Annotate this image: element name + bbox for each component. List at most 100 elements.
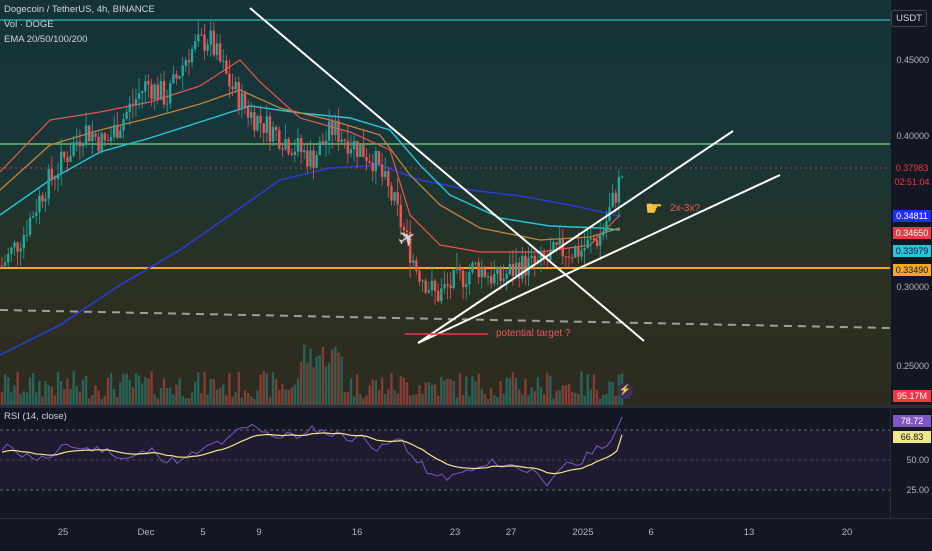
volume-bar: [380, 377, 384, 405]
currency-button[interactable]: USDT: [891, 10, 927, 27]
volume-bar: [141, 383, 144, 405]
candle-body: [147, 81, 150, 85]
volume-bar: [59, 381, 63, 405]
candle-body: [203, 34, 206, 51]
volume-bar: [561, 385, 565, 405]
candle-body: [243, 93, 247, 108]
volume-bar: [271, 372, 275, 405]
candle-body: [396, 192, 399, 205]
volume-bar: [144, 377, 147, 405]
ema-50-tag: 0.33490: [893, 264, 931, 276]
price-chart-pane[interactable]: Dogecoin / TetherUS, 4h, BINANCE Vol · D…: [0, 0, 890, 405]
volume-bar: [184, 398, 188, 405]
candle-body: [0, 265, 4, 267]
volume-bar: [256, 390, 259, 405]
candle-body: [234, 81, 237, 90]
volume-bar: [35, 392, 38, 405]
candle-body: [349, 149, 353, 154]
candle-body: [399, 204, 402, 228]
candle-body: [421, 280, 424, 282]
volume-bar: [549, 375, 552, 405]
candle-body: [620, 176, 624, 178]
rsi-scale[interactable]: 78.72 66.83 50.00 25.00: [890, 408, 932, 518]
volume-bar: [237, 371, 240, 405]
volume-bar: [499, 381, 502, 405]
price-scale[interactable]: USDT 0.45000 0.40000 0.30000 0.25000 0.3…: [890, 0, 932, 405]
volume-bar: [293, 384, 297, 405]
volume-bar: [586, 374, 589, 405]
volume-bar: [315, 356, 318, 405]
volume-bar: [240, 397, 244, 405]
candle-body: [415, 260, 418, 271]
rsi-canvas: [0, 416, 890, 491]
candle-body: [489, 276, 493, 284]
volume-bar: [343, 392, 346, 405]
candle-body: [583, 248, 586, 251]
volume-bar: [415, 394, 418, 405]
candle-body: [240, 93, 244, 110]
candle-body: [611, 192, 614, 208]
volume-bar: [555, 390, 558, 405]
candle-body: [564, 256, 568, 258]
candle-body: [41, 195, 44, 202]
volume-bar: [38, 380, 41, 405]
volume-bar: [281, 384, 284, 405]
candle-body: [16, 242, 19, 252]
price-tick: 0.45000: [896, 55, 929, 65]
candle-body: [458, 267, 462, 271]
candle-body: [237, 81, 240, 110]
volume-bar: [362, 398, 365, 405]
candle-body: [50, 169, 54, 179]
candle-body: [436, 290, 440, 302]
candle-body: [162, 81, 166, 105]
candle-body: [592, 237, 596, 241]
candle-body: [374, 151, 378, 172]
volume-bar: [66, 378, 69, 405]
candle-body: [172, 74, 175, 83]
volume-bar: [212, 379, 216, 405]
candle-body: [137, 93, 141, 99]
candle-body: [474, 262, 477, 264]
volume-bar: [387, 389, 390, 405]
candle-body: [567, 256, 571, 258]
rsi-legend[interactable]: RSI (14, close): [4, 411, 67, 422]
trendline-upper-channel: [417, 130, 734, 344]
candle-body: [440, 288, 443, 302]
candle-body: [116, 125, 119, 139]
candle-body: [405, 230, 409, 232]
volume-bar: [331, 349, 334, 405]
volume-bar: [524, 379, 527, 405]
volume-legend[interactable]: Vol · DOGE: [4, 19, 54, 30]
volume-bar: [377, 389, 381, 405]
volume-bar: [433, 384, 437, 405]
candle-body: [47, 169, 50, 199]
candle-body: [589, 237, 593, 240]
volume-bar: [225, 395, 228, 405]
time-axis[interactable]: 25 Dec 5 9 16 23 27 2025 6 13 20: [0, 518, 932, 551]
candle-body: [337, 120, 340, 143]
volume-bar: [28, 377, 32, 405]
price-candles: [0, 20, 624, 305]
candle-body: [259, 115, 262, 124]
time-label: 5: [200, 527, 206, 538]
ema-legend[interactable]: EMA 20/50/100/200: [4, 34, 88, 45]
candle-body: [3, 262, 7, 266]
candle-body: [112, 125, 116, 137]
volume-bar: [88, 398, 91, 405]
candle-body: [424, 280, 427, 293]
rsi-pane[interactable]: RSI (14, close): [0, 408, 890, 518]
volume-bar: [371, 379, 374, 405]
pane-divider[interactable]: [0, 405, 932, 408]
volume-bar: [558, 390, 561, 405]
candle-body: [524, 255, 527, 276]
volume-bar: [306, 362, 309, 405]
candle-body: [449, 285, 452, 289]
candle-body: [418, 270, 421, 282]
lightning-icon[interactable]: ⚡: [617, 383, 633, 399]
volume-bar: [368, 385, 371, 405]
candle-body: [496, 267, 499, 274]
candle-body: [477, 262, 480, 277]
chart-title[interactable]: Dogecoin / TetherUS, 4h, BINANCE: [4, 4, 155, 15]
volume-bar: [430, 384, 434, 405]
volume-bar: [100, 398, 103, 405]
